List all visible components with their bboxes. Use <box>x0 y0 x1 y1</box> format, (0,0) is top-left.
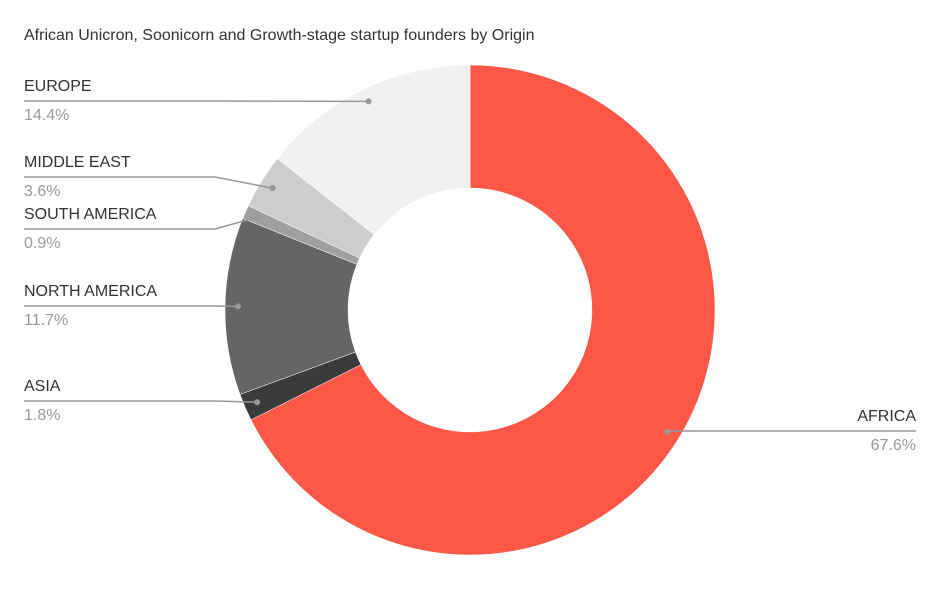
leader-line <box>667 430 916 433</box>
slice-label: NORTH AMERICA <box>24 283 157 300</box>
slice-value: 3.6% <box>24 183 60 200</box>
slice-label: ASIA <box>24 378 61 395</box>
slice <box>277 64 471 235</box>
slice-label: SOUTH AMERICA <box>24 206 157 223</box>
leader-dot <box>269 185 276 192</box>
slice-label: AFRICA <box>857 408 916 425</box>
chart-title: African Unicron, Soonicorn and Growth-st… <box>24 27 534 44</box>
leader-dot <box>235 303 242 310</box>
leader-dot <box>664 428 671 435</box>
slice-value: 1.8% <box>24 407 60 424</box>
slice-value: 14.4% <box>24 107 69 124</box>
leader-dot <box>254 399 261 406</box>
leader-line <box>24 400 258 403</box>
leader-dot <box>365 98 372 105</box>
slice-value: 0.9% <box>24 235 60 252</box>
slice-value: 11.7% <box>24 312 68 329</box>
leader-dot <box>254 214 261 221</box>
leader-line <box>24 176 273 189</box>
slice-value: 67.6% <box>871 437 916 454</box>
slice <box>250 64 716 556</box>
leader-line <box>24 216 258 230</box>
slice-label: EUROPE <box>24 78 92 95</box>
slice-label: MIDDLE EAST <box>24 154 131 171</box>
